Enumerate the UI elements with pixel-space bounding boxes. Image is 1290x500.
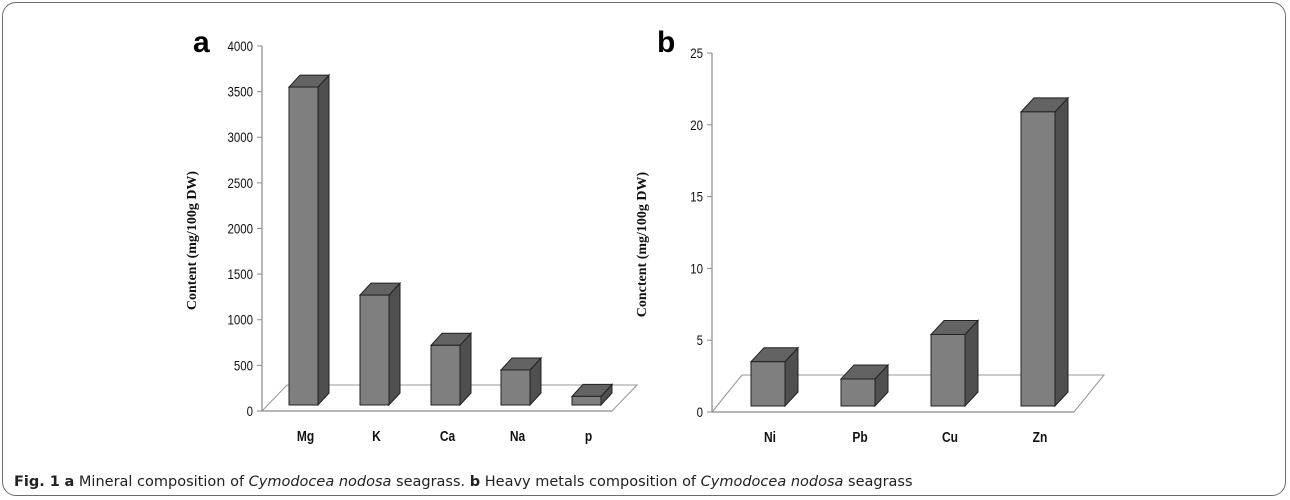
y-tick-label: 15 xyxy=(690,188,703,204)
bar-side-zn xyxy=(1054,96,1069,408)
bar-pb xyxy=(839,363,890,408)
y-tick-label: 3500 xyxy=(227,84,253,100)
y-tick-label: 20 xyxy=(690,117,703,133)
bar-ca xyxy=(429,332,473,407)
caption-b-species: Cymodocea nodosa xyxy=(700,474,844,490)
panel-letter-b: b xyxy=(657,26,675,59)
caption-fig-label: Fig. 1 xyxy=(14,474,60,490)
y-tick-label: 25 xyxy=(690,45,703,61)
bar-side-k xyxy=(388,281,401,407)
y-tick-label: 1500 xyxy=(227,266,253,282)
x-tick-label-ni: Ni xyxy=(764,429,776,446)
y-tick-label: 2500 xyxy=(227,175,253,191)
chart-panel-a: 0 500 1000 1500 2000 2500 3000 3500 4000 Mg K Ca Na p… xyxy=(185,26,639,445)
caption-b-text-2: seagrass xyxy=(843,474,913,490)
x-tick-label-ca: Ca xyxy=(440,428,456,445)
panel-letter-a: a xyxy=(193,26,210,59)
caption-b-text-1: Heavy metals composition of xyxy=(480,474,701,490)
caption-a-text-2: seagrass. xyxy=(391,474,470,490)
bar-zn xyxy=(1019,96,1070,408)
y-tick-label: 3000 xyxy=(227,129,253,145)
bar-cu xyxy=(929,319,980,408)
bar-side-mg xyxy=(317,73,330,407)
x-tick-label-pb: Pb xyxy=(852,429,867,446)
bar-front-pb xyxy=(840,378,876,407)
bar-side-cu xyxy=(964,319,979,408)
y-tick-label: 10 xyxy=(690,260,703,276)
bar-ni xyxy=(749,346,800,408)
y-tick-label: 5 xyxy=(697,332,703,348)
figure-caption: Fig. 1 a Mineral composition of Cymodoce… xyxy=(14,474,913,490)
x-tick-label-cu: Cu xyxy=(942,429,958,446)
bar-front-p xyxy=(571,395,602,406)
y-tick-label: 500 xyxy=(234,357,253,373)
y-axis-label: Content (mg/100g DW) xyxy=(185,171,200,311)
y-tick-label: 0 xyxy=(247,403,253,419)
caption-a-letter: a xyxy=(64,474,75,490)
bar-front-na xyxy=(500,369,531,406)
bar-front-ni xyxy=(750,361,786,407)
bar-front-mg xyxy=(288,86,319,406)
bar-mg xyxy=(287,73,331,407)
x-tick-label-k: K xyxy=(372,428,381,445)
y-tick-label: 0 xyxy=(697,404,703,420)
bar-p xyxy=(570,383,614,407)
caption-b-letter: b xyxy=(469,474,481,490)
bar-na xyxy=(499,356,543,407)
bar-front-zn xyxy=(1020,111,1056,407)
x-tick-label-zn: Zn xyxy=(1033,429,1048,446)
y-axis-label: Conctent (mg/100g DW) xyxy=(635,171,650,317)
caption-a-text-1: Mineral composition of xyxy=(74,474,249,490)
x-tick-label-mg: Mg xyxy=(297,428,314,445)
caption-a-species: Cymodocea nodosa xyxy=(248,474,392,490)
y-tick-label: 1000 xyxy=(227,312,253,328)
x-tick-label-p: p xyxy=(585,428,592,445)
y-tick-label: 2000 xyxy=(227,220,253,236)
bar-front-ca xyxy=(430,344,461,406)
bar-k xyxy=(358,281,402,407)
y-tick-label: 4000 xyxy=(227,38,253,54)
chart-panel-b: 0 5 10 15 20 25 Ni Pb Cu Zn Conctent (mg/100g DW) b xyxy=(635,26,1106,446)
bar-front-k xyxy=(359,294,390,406)
x-tick-label-na: Na xyxy=(510,428,526,445)
bar-front-cu xyxy=(930,333,966,407)
figure-svg: 0 500 1000 1500 2000 2500 3000 3500 4000 Mg K Ca Na p… xyxy=(185,26,1106,446)
